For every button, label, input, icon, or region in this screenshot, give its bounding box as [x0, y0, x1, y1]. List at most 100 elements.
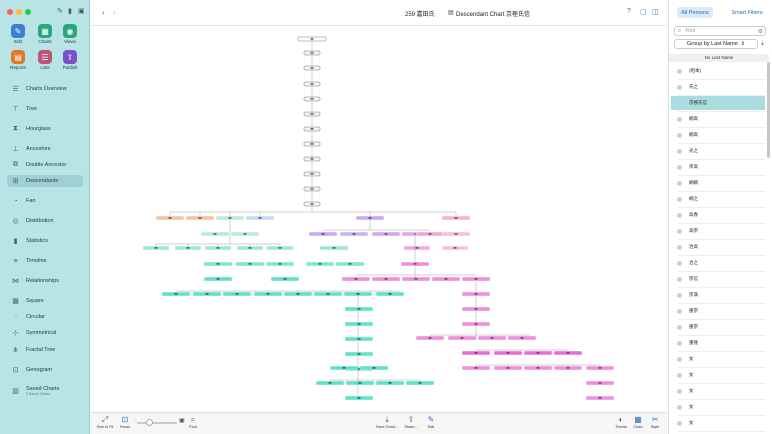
row-divider	[677, 111, 765, 112]
person-row[interactable]: 女	[671, 384, 765, 398]
person-row[interactable]: 綱高	[671, 128, 765, 142]
tool-views-button[interactable]: ◉ Views	[58, 24, 82, 44]
sort-icon[interactable]: ⇣	[760, 41, 766, 47]
sidebar-item-ancestors[interactable]: ⊥ Ancestors	[7, 143, 83, 155]
sidebar-toggle-icon[interactable]: ◫	[652, 9, 659, 16]
sidebar-item-distribution[interactable]: ◎ Distribution	[7, 215, 83, 227]
person-row[interactable]: 治高	[671, 240, 765, 254]
size-to-fit-icon: ⤢	[101, 415, 109, 424]
zoom-window-button[interactable]	[25, 9, 31, 15]
descendant-chart-canvas[interactable]	[91, 27, 667, 412]
sidebar-item-timeline[interactable]: ≡ Timeline	[7, 255, 83, 267]
tool-label: Lists	[40, 65, 50, 70]
sidebar-item-circular[interactable]: ◌ Circular	[7, 311, 83, 323]
search-placeholder: Find	[685, 28, 696, 34]
style-button[interactable]: ✂ Style	[643, 415, 667, 429]
node-label-mark	[384, 278, 388, 280]
person-row[interactable]: 宗満	[671, 288, 765, 302]
node-label-mark	[205, 293, 209, 295]
person-row[interactable]: (昭本)	[671, 64, 765, 78]
node-label-mark	[520, 337, 524, 339]
person-row[interactable]: 女	[671, 368, 765, 382]
person-row[interactable]: 重宗	[671, 304, 765, 318]
zoom-out-icon[interactable]: ▫	[135, 418, 137, 423]
person-name: 重宗	[689, 324, 698, 329]
bookmark-icon[interactable]: ▮	[68, 8, 72, 15]
person-row[interactable]: 治之	[671, 256, 765, 270]
person-name: 高宗	[689, 228, 698, 233]
person-row[interactable]: 京極氏信	[671, 96, 765, 110]
scrollbar[interactable]	[767, 62, 770, 158]
tool-publish-button[interactable]: ⇪ Publish	[58, 50, 82, 70]
person-row[interactable]: 綱綱	[671, 176, 765, 190]
sidebar-item-descendants[interactable]: ⊞ Descendants	[7, 175, 83, 187]
node-label-mark	[415, 247, 419, 249]
sidebar-item-genogram[interactable]: ⊡ Genogram	[7, 364, 83, 376]
tool-edit-button[interactable]: ✎ Edit	[6, 24, 30, 44]
node-label-mark	[354, 278, 358, 280]
find-button[interactable]: ⌕ Find	[181, 415, 205, 429]
sidebar-item-fan[interactable]: ◔ Fan	[7, 195, 83, 207]
close-window-button[interactable]	[7, 9, 13, 15]
zoom-slider-knob[interactable]	[146, 419, 153, 426]
group-by-select[interactable]: Group by Last Name ⇕	[674, 39, 758, 49]
size-to-fit-button[interactable]: ⤢ Size to Fit	[93, 415, 117, 429]
sidebar-item-statistics[interactable]: ▮ Statistics	[7, 235, 83, 247]
person-avatar-icon	[677, 276, 682, 282]
sidebar-item-double-ancestor[interactable]: ⧉ Double Ancestor	[7, 159, 83, 171]
person-row[interactable]: 光之	[671, 144, 765, 158]
tag-icon[interactable]: ✎	[57, 8, 63, 15]
window-icon[interactable]: ▢	[640, 9, 647, 16]
node-label-mark	[414, 278, 418, 280]
node-label-mark	[342, 367, 346, 369]
photo-icon[interactable]: ▣	[78, 8, 85, 15]
tab-smart-filters[interactable]: Smart Filters	[731, 9, 763, 16]
person-row[interactable]: 宗信	[671, 272, 765, 286]
person-avatar-icon	[677, 84, 682, 90]
sidebar-item-tree[interactable]: ⊤ Tree	[7, 103, 83, 115]
sidebar-item-square[interactable]: ▦ Square	[7, 295, 83, 307]
person-row[interactable]: 女	[671, 416, 765, 430]
minimize-window-button[interactable]	[16, 9, 22, 15]
edit-button[interactable]: ✎ Edit	[419, 415, 443, 429]
save-chart-button[interactable]: ⤓ Save Chart...	[375, 415, 399, 429]
persons-panel: All Persons Smart Filters ⌕ Find ⚙ Group…	[668, 0, 772, 434]
share-button[interactable]: ⇪ Share...	[399, 415, 423, 429]
zoom-in-icon[interactable]: ▣	[179, 418, 185, 424]
tool-reports-button[interactable]: ▤ Reports	[6, 50, 30, 70]
sidebar-item-relationships[interactable]: ⋈ Relationships	[7, 275, 83, 287]
person-row[interactable]: 氏之	[671, 80, 765, 94]
person-name: 孝高	[689, 164, 698, 169]
sidebar-item-saved-charts[interactable]: ▥ Saved Charts 0 Saved Charts	[7, 383, 83, 398]
back-arrow-icon[interactable]: ‹	[102, 8, 105, 17]
person-row[interactable]: 綱之	[671, 192, 765, 206]
person-row[interactable]: 重宗	[671, 320, 765, 334]
person-row[interactable]: 重隆	[671, 336, 765, 350]
sidebar-item-text: Circular	[26, 314, 45, 320]
person-row[interactable]: 高春	[671, 208, 765, 222]
sidebar-item-charts-overview[interactable]: ☰ Charts Overview	[7, 83, 83, 95]
tab-all-persons[interactable]: All Persons	[677, 7, 713, 18]
gear-icon[interactable]: ⚙	[757, 28, 763, 35]
help-icon[interactable]: ?	[627, 8, 631, 15]
person-row[interactable]: 高宗	[671, 224, 765, 238]
zoom-slider[interactable]	[137, 419, 177, 426]
person-row[interactable]: 女	[671, 352, 765, 366]
tool-charts-button[interactable]: ▦ Charts	[33, 24, 57, 44]
sidebar-item-symmetrical[interactable]: ⊹ Symmetrical	[7, 327, 83, 339]
theme-button[interactable]: ◐ Theme	[609, 415, 633, 429]
row-divider	[677, 303, 765, 304]
node-label-mark	[506, 367, 510, 369]
person-avatar-icon	[677, 212, 682, 218]
person-row[interactable]: 孝高	[671, 160, 765, 174]
sidebar-item-fractal-tree[interactable]: ⋔ Fractal Tree	[7, 344, 83, 356]
list-icon: ☰	[38, 50, 52, 64]
person-row[interactable]: 女	[671, 400, 765, 414]
tool-lists-button[interactable]: ☰ Lists	[33, 50, 57, 70]
sidebar-item-hourglass[interactable]: ⧗ Hourglass	[7, 123, 83, 135]
search-field[interactable]: ⌕ Find ⚙	[674, 26, 766, 36]
person-row[interactable]: 綱高	[671, 112, 765, 126]
focus-button[interactable]: ⊡ Focus	[113, 415, 137, 429]
forward-arrow-icon[interactable]: ›	[113, 8, 116, 17]
chart-settings-button[interactable]: ▦ Chart	[626, 415, 650, 429]
